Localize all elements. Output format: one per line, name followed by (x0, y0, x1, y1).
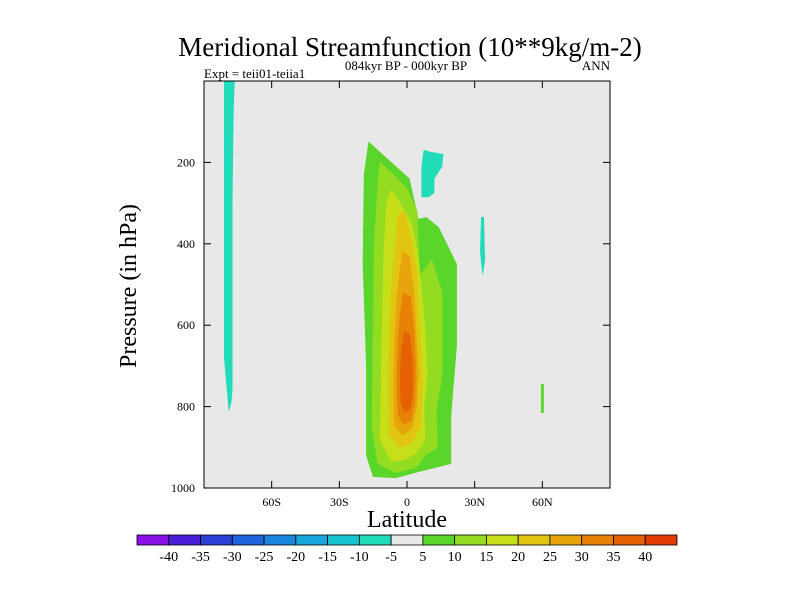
colorbar-swatch (486, 534, 519, 546)
colorbar-swatch (168, 534, 201, 546)
season-label: ANN (582, 58, 611, 73)
contour-region-1 (421, 149, 444, 198)
colorbar-swatch (644, 534, 678, 546)
colorbar-swatch (422, 534, 456, 546)
colorbar-label: -30 (223, 550, 242, 565)
colorbar-label: 40 (638, 550, 652, 565)
colorbar-label: -5 (385, 550, 397, 565)
colorbar-label: 10 (448, 550, 462, 565)
x-axis-ticks: 60S 30S 0 30N 60N (262, 81, 553, 509)
period-label: 084kyr BP - 000kyr BP (345, 58, 467, 73)
contour-region-3 (540, 383, 544, 414)
y-axis-label: Pressure (in hPa) (116, 204, 142, 368)
colorbar-swatch (517, 534, 551, 546)
colorbar-labels: -40 -35 -30 -25 -20 -15 -10 -5 5 10 15 20 25 30 35 40 (159, 550, 652, 565)
colorbar-label: -40 (159, 550, 178, 565)
colorbar-label: 5 (419, 550, 426, 565)
contour-plot-area: 60S 30S 0 30N 60N 200 400 600 800 1000 (171, 80, 611, 509)
x-tick-label: 60S (262, 495, 281, 509)
colorbar-swatch (327, 534, 360, 546)
colorbar-swatch (200, 534, 233, 546)
colorbar-label: -25 (255, 550, 274, 565)
colorbar-label: 20 (511, 550, 525, 565)
x-tick-label: 30S (330, 495, 349, 509)
colorbar-label: 30 (575, 550, 589, 565)
colorbar-swatch (613, 534, 646, 546)
colorbar-swatch (581, 534, 614, 546)
x-tick-label: 30N (464, 495, 485, 509)
colorbar (136, 534, 678, 546)
colorbar-label: -35 (191, 550, 210, 565)
contour-region-0 (224, 80, 235, 412)
colorbar-swatch (231, 534, 265, 546)
y-tick-label: 800 (177, 400, 195, 414)
colorbar-swatch (136, 534, 170, 546)
y-axis-ticks: 200 400 600 800 1000 (171, 155, 610, 495)
colorbar-swatch (390, 534, 424, 546)
contour-region-10 (399, 330, 414, 414)
x-tick-label: 0 (404, 495, 410, 509)
contour-region-2 (479, 217, 486, 275)
experiment-label: Expt = teii01-teiia1 (204, 66, 305, 81)
colorbar-label: 35 (606, 550, 620, 565)
chart-title: Meridional Streamfunction (10**9kg/m-2) (178, 32, 641, 62)
y-tick-label: 600 (177, 318, 195, 332)
x-axis-label: Latitude (367, 507, 447, 533)
colorbar-label: 15 (479, 550, 493, 565)
x-tick-label: 60N (532, 495, 553, 509)
colorbar-swatch (295, 534, 328, 546)
colorbar-swatch (549, 534, 583, 546)
colorbar-label: 25 (543, 550, 557, 565)
colorbar-label: -20 (286, 550, 305, 565)
colorbar-swatch (454, 534, 487, 546)
y-tick-label: 200 (177, 155, 195, 169)
contour-regions (224, 80, 544, 479)
y-tick-label: 1000 (171, 481, 195, 495)
colorbar-swatch (358, 534, 392, 546)
colorbar-label: -15 (318, 550, 337, 565)
colorbar-label: -10 (350, 550, 369, 565)
colorbar-swatch (263, 534, 297, 546)
y-tick-label: 400 (177, 237, 195, 251)
